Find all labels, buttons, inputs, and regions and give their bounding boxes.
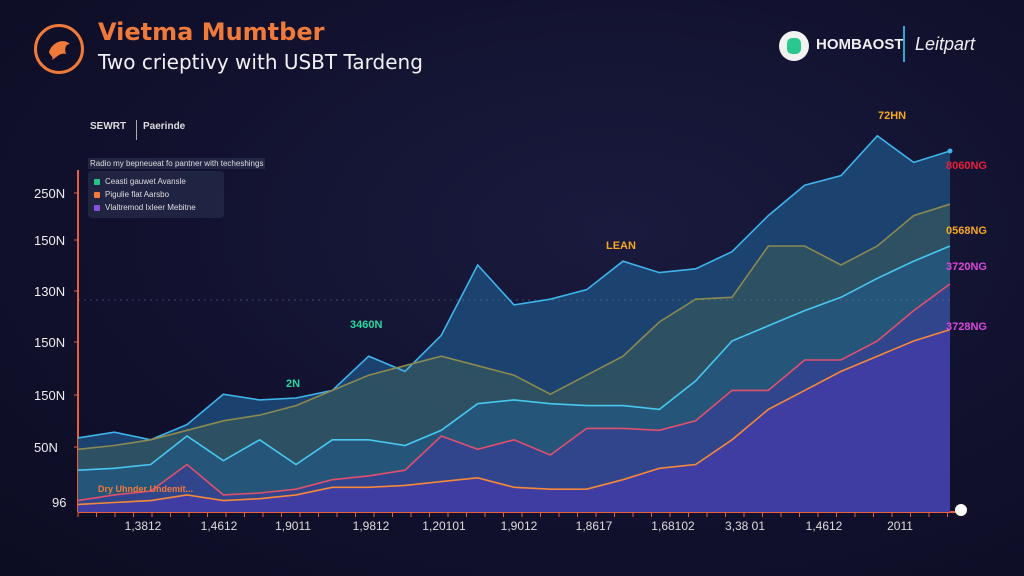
y-tick-label: 96: [52, 495, 67, 510]
brand-divider: [903, 26, 905, 62]
x-tick-label: 1,9012: [500, 519, 538, 533]
annotation: LEAN: [606, 240, 636, 252]
partner-name: Leitpart: [915, 34, 976, 54]
chart-subtitle: Two crieptivy with USBT Tardeng: [98, 50, 423, 74]
legend-title: Radio my bepneueat fo pantner with teche…: [88, 158, 266, 169]
y-tick-label: 150N: [34, 335, 66, 350]
series-line-cyan: [77, 245, 951, 471]
x-tick-label: 1,3812: [124, 519, 162, 533]
legend-swatch: [94, 178, 100, 185]
x-tick-label: 1,9812: [352, 519, 390, 533]
legend-item: Vlaltremod Ixleer Mebitne: [94, 201, 218, 214]
y-tick-label: 130N: [34, 284, 66, 299]
legend-item: Ceasti gauwet Avansle: [94, 175, 218, 188]
y-tick-label: 150N: [34, 388, 66, 403]
x-tick-label: 3,38 01: [724, 519, 766, 533]
x-tick-label: 1,4612: [200, 519, 238, 533]
legend: Ceasti gauwet Avansle Pigulie flat Aarsb…: [88, 171, 224, 218]
small-label-b: Paerinde: [143, 121, 186, 132]
legend-item: Pigulie flat Aarsbo: [94, 188, 218, 201]
series-line-olive: [77, 203, 951, 451]
x-tick-label: 1,8617: [575, 519, 613, 533]
y-tick-label: 250N: [34, 186, 66, 201]
brand-name: HOMBAOST: [816, 36, 904, 53]
series-line-orange: [77, 328, 951, 506]
small-label-a: SEWRT: [90, 121, 127, 132]
series-line-top-blue: [77, 134, 951, 441]
end-marker-icon: [955, 504, 967, 516]
x-tick-label: 2011: [887, 519, 913, 533]
annotation: 8060NG: [946, 160, 987, 172]
x-tick-label: 1,9011: [275, 519, 311, 533]
annotation: 0568NG: [946, 225, 987, 237]
annotation: 3460N: [350, 319, 383, 331]
x-tick-label: 1,68102: [651, 519, 695, 533]
small-divider: [136, 120, 137, 140]
logo-icon: [34, 24, 84, 74]
legend-label: Vlaltremod Ixleer Mebitne: [105, 203, 196, 212]
brand-logo-icon: [779, 31, 809, 61]
annotation: 2N: [286, 378, 301, 390]
legend-swatch: [94, 191, 100, 198]
legend-label: Pigulie flat Aarsbo: [105, 190, 170, 199]
y-tick-label: 50N: [34, 440, 58, 455]
x-tick-label: 1,20101: [422, 519, 466, 533]
data-point: [947, 148, 953, 154]
chart-title: Vietma Mumtber: [98, 18, 325, 46]
annotation: 3720NG: [946, 261, 987, 273]
annotation: Dry Uhnder Undemit...: [98, 484, 194, 494]
x-tick-label: 1,4612: [805, 519, 843, 533]
series-area-orange: [78, 329, 950, 512]
legend-swatch: [94, 204, 100, 211]
legend-label: Ceasti gauwet Avansle: [105, 177, 186, 186]
series-line-pink: [77, 283, 951, 502]
annotation: 3728NG: [946, 321, 987, 333]
y-tick-label: 150N: [34, 233, 66, 248]
annotation: 72HN: [878, 110, 907, 122]
